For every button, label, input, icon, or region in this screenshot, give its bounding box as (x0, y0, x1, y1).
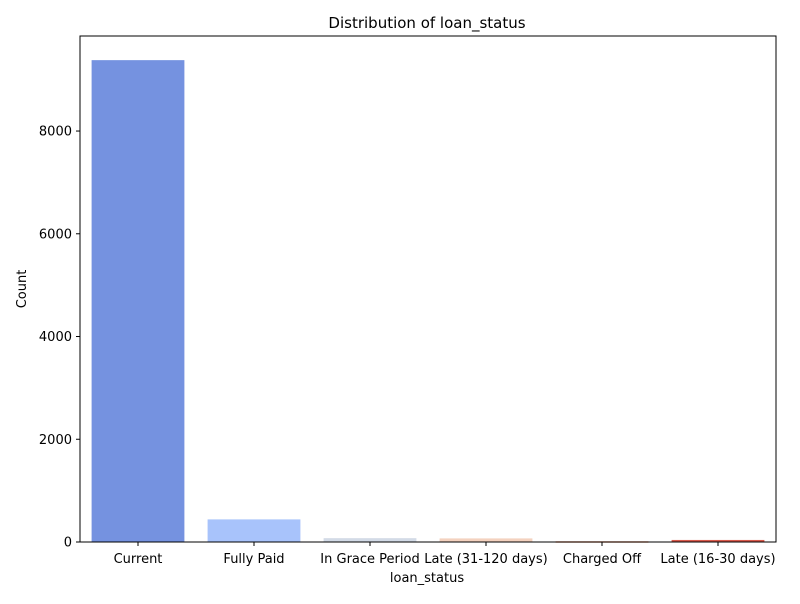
y-tick-label: 6000 (39, 227, 72, 242)
x-tick-label: Current (114, 552, 163, 567)
plot-frame (79, 35, 777, 543)
bar (91, 60, 185, 542)
x-tick-label: Fully Paid (223, 552, 284, 567)
bar (207, 519, 301, 542)
x-tick-label: Charged Off (563, 552, 642, 567)
y-tick-label: 8000 (39, 125, 72, 140)
y-tick-label: 2000 (39, 433, 72, 448)
y-axis-label: Count (15, 270, 30, 309)
y-tick-label: 4000 (39, 330, 72, 345)
chart-title: Distribution of loan_status (328, 14, 525, 33)
y-tick-label: 0 (64, 536, 72, 551)
x-tick-label: Late (16-30 days) (660, 552, 775, 567)
bars-layer (91, 60, 765, 543)
x-tick-label: In Grace Period (320, 552, 419, 567)
bar (439, 538, 533, 542)
x-tick-label: Late (31-120 days) (424, 552, 547, 567)
y-axis-ticks: 0 2000 4000 6000 8000 (39, 125, 80, 551)
x-axis-label: loan_status (390, 571, 464, 586)
x-axis-ticks: Current Fully Paid In Grace Period Late (31… (114, 542, 776, 567)
bar (323, 538, 417, 542)
bar (671, 539, 765, 542)
